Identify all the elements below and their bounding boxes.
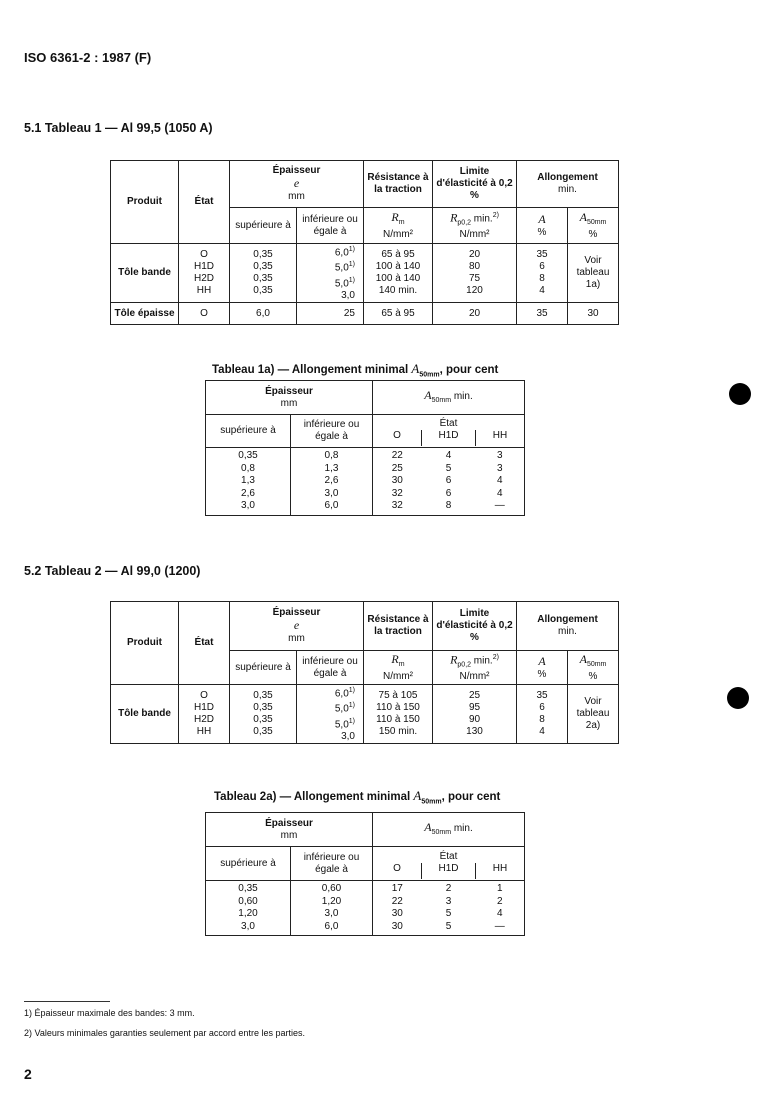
cell-column: 0,8 1,3 2,6 3,0 6,0 [290, 447, 373, 516]
cell: 6,01) 5,01) 5,01) 3,0 [296, 243, 364, 303]
col-header-a: A% [516, 650, 568, 685]
cell: 0,35 0,35 0,35 0,35 [229, 243, 297, 303]
section-5-2-title: 5.2 Tableau 2 — Al 99,0 (1200) [24, 564, 201, 578]
cell-column: 0,60 1,20 3,0 6,0 [290, 880, 373, 936]
cell: 25 95 90 130 [432, 684, 517, 744]
col-header-etat: État [178, 160, 230, 244]
cell: 6,01) 5,01) 5,01) 3,0 [296, 684, 364, 744]
punch-hole-mark [727, 687, 749, 709]
col-header-epaisseur: Épaisseur e mm [229, 601, 364, 651]
section-5-1-title: 5.1 Tableau 1 — Al 99,5 (1050 A) [24, 121, 213, 135]
col-header-limite: Limite d'élasticité à 0,2 % [432, 160, 517, 208]
col-header-inf: inférieure ou égale à [290, 414, 373, 448]
cell-column: 0,35 0,60 1,20 3,0 [205, 880, 291, 936]
col-header-produit: Produit [110, 160, 179, 244]
cell-column: 17 22 30 30 [372, 880, 422, 936]
col-header-etat: État [178, 601, 230, 685]
col-header-hh: HH [492, 862, 508, 874]
cell: 65 à 95 100 à 140 100 à 140 140 min. [363, 243, 433, 303]
col-header-limite: Limite d'élasticité à 0,2 % [432, 601, 517, 651]
table-1a-title: Tableau 1a) — Allongement minimal A50mm,… [212, 361, 499, 379]
table-body: 0,35 0,60 1,20 3,0 0,60 1,20 3,0 6,0 17 22 30 30 2 3 5… [205, 880, 526, 936]
col-header-allongement: Allongement min. [516, 160, 619, 208]
col-header-sup: supérieure à [229, 650, 297, 685]
title-text: Tableau 1a) — Allongement minimal [212, 364, 412, 376]
title-text: , pour cent [441, 791, 501, 803]
footnote-divider [24, 1001, 110, 1002]
cell-column: 1 2 4— [475, 880, 526, 936]
cell: O H1D H2D HH [178, 243, 230, 303]
col-header-etat: État O H1D HH [371, 414, 526, 448]
cell: 0,35 0,35 0,35 0,35 [229, 684, 297, 744]
cell: 65 à 95 [363, 302, 433, 325]
cell: 35 6 8 4 [516, 243, 568, 303]
col-header-resistance: Résistance à la traction [363, 160, 433, 208]
title-text: , pour cent [439, 364, 499, 376]
col-header-sup: supérieure à [205, 414, 291, 448]
col-header-epaisseur: Épaisseur e mm [229, 160, 364, 208]
footnote-1: 1) Épaisseur maximale des bandes: 3 mm. [24, 1008, 195, 1018]
col-header-epaisseur: Épaisseur mm [205, 380, 373, 415]
table-2a-title: Tableau 2a) — Allongement minimal A50mm,… [214, 788, 501, 806]
col-header-a: A% [516, 207, 568, 244]
table-row-group: Tôle épaisse O 6,0 25 65 à 95 20 35 30 [110, 302, 619, 325]
col-header-h1d: H1D [421, 862, 476, 879]
punch-hole-mark [729, 383, 751, 405]
col-header-hh: HH [492, 430, 508, 441]
col-header-a50-min: A50mm min. [371, 812, 526, 847]
col-header-sup: supérieure à [205, 846, 291, 881]
col-header-inf: inférieure ou égale à [296, 650, 364, 685]
col-header-allongement: Allongement min. [516, 601, 619, 651]
page-number: 2 [24, 1066, 32, 1082]
cell: 25 [296, 302, 364, 325]
table-row-group: Tôle bande O H1D H2D HH 0,35 0,35 0,35 0,35 6,01)… [110, 684, 619, 744]
col-header-produit: Produit [110, 601, 179, 685]
cell-a50: Voir tableau 1a) [567, 243, 619, 303]
cell: 6,0 [229, 302, 297, 325]
col-header-a50: A50mm% [567, 207, 619, 244]
cell-produit: Tôle épaisse [110, 302, 179, 325]
col-header-rm: Rm N/mm² [363, 207, 433, 244]
col-header-etat: État O H1D HH [371, 846, 526, 881]
cell: 75 à 105 110 à 150 110 à 150 150 min. [363, 684, 433, 744]
col-header-inf: inférieure ou égale à [296, 207, 364, 244]
cell: 35 [516, 302, 568, 325]
col-header-a50: A50mm% [567, 650, 619, 685]
col-header-rp: Rp0,2 min.2) N/mm² [432, 650, 517, 685]
cell-column: 22 25 30 32 32 [372, 447, 422, 516]
cell-produit: Tôle bande [110, 684, 179, 744]
table-body: 0,35 0,8 1,3 2,6 3,0 0,8 1,3 2,6 3,0 6,0 22 25 30 32 3… [205, 447, 526, 516]
col-header-o: O [393, 862, 401, 874]
cell: O [178, 302, 230, 325]
col-header-a50-min: A50mm min. [371, 380, 526, 415]
title-text: Tableau 2a) — Allongement minimal [214, 791, 414, 803]
col-header-resistance: Résistance à la traction [363, 601, 433, 651]
col-header-epaisseur: Épaisseur mm [205, 812, 373, 847]
cell-a50: 30 [567, 302, 619, 325]
col-header-sup: supérieure à [229, 207, 297, 244]
cell: 35 6 8 4 [516, 684, 568, 744]
col-header-rm: Rm N/mm² [363, 650, 433, 685]
cell: O H1D H2D HH [178, 684, 230, 744]
col-header-o: O [393, 430, 401, 441]
cell: 20 [432, 302, 517, 325]
cell-a50: Voir tableau 2a) [567, 684, 619, 744]
footnote-2: 2) Valeurs minimales garanties seulement… [24, 1028, 305, 1038]
cell-produit: Tôle bande [110, 243, 179, 303]
col-header-inf: inférieure ou égale à [290, 846, 373, 881]
table-row-group: Tôle bande O H1D H2D HH 0,35 0,35 0,35 0,35 6,01)… [110, 243, 619, 303]
col-header-rp: Rp0,2 min.2) N/mm² [432, 207, 517, 244]
cell-column: 0,35 0,8 1,3 2,6 3,0 [205, 447, 291, 516]
cell: 20 80 75 120 [432, 243, 517, 303]
col-header-h1d: H1D [421, 430, 476, 446]
cell-column: 3 3 4 4— [475, 447, 526, 516]
document-header: ISO 6361-2 : 1987 (F) [24, 50, 152, 65]
